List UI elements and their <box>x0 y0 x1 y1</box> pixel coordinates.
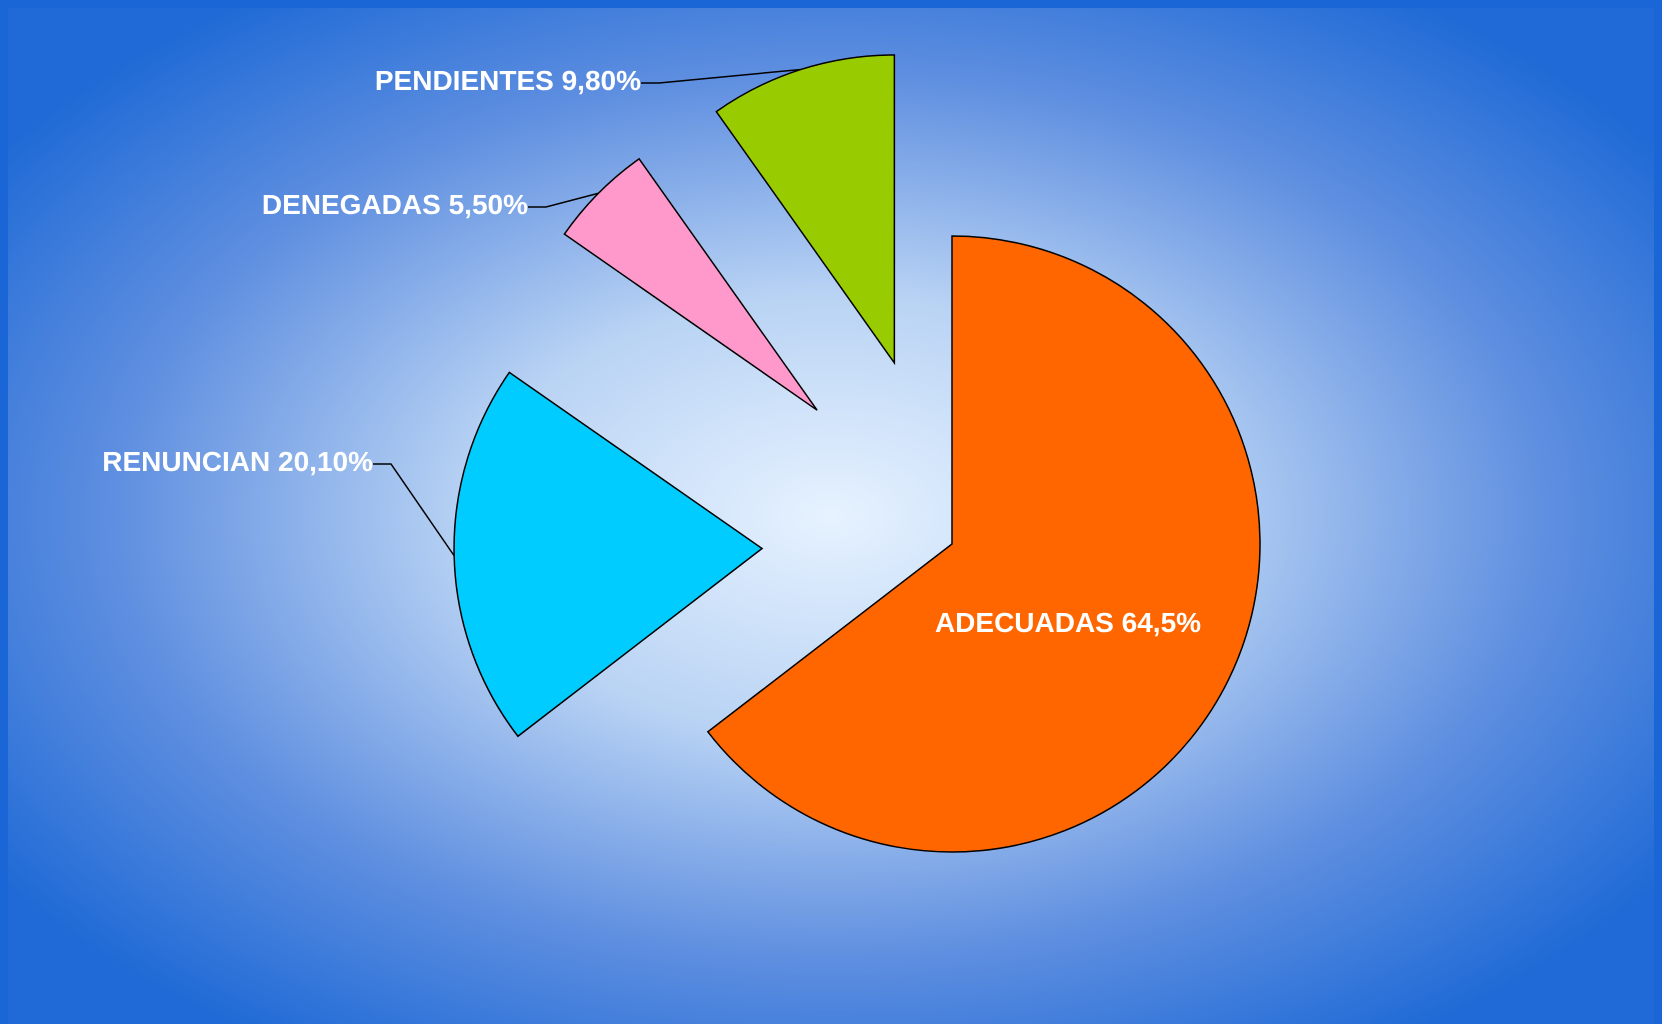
leader-line <box>373 463 455 557</box>
pie-slice <box>715 54 896 366</box>
category-label: ADECUADAS <box>935 607 1114 638</box>
category-label: PENDIENTES <box>375 65 554 96</box>
pie-slice <box>453 371 764 738</box>
category-label: DENEGADAS <box>262 189 441 220</box>
slice-label: DENEGADAS 5,50% <box>262 189 528 220</box>
pie: ADECUADAS 64,5% RENUNCIAN 20,10% DENEGADAS… <box>102 54 1261 853</box>
slice-label: ADECUADAS 64,5% <box>935 607 1201 638</box>
pie-slice <box>706 235 1261 853</box>
leader-line <box>641 68 802 84</box>
leader-line <box>528 192 599 208</box>
slice-label: PENDIENTES 9,80% <box>375 65 641 96</box>
value-label: 20,10% <box>278 446 373 477</box>
value-label: 5,50% <box>449 189 528 220</box>
value-label: 9,80% <box>562 65 641 96</box>
value-label: 64,5% <box>1122 607 1201 638</box>
slice-label: RENUNCIAN 20,10% <box>102 446 373 477</box>
category-label: RENUNCIAN <box>102 446 270 477</box>
